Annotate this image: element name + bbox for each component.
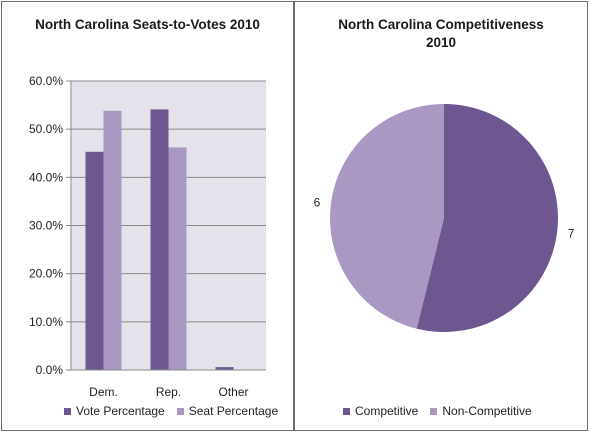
- bar-chart-title: North Carolina Seats-to-Votes 2010: [35, 17, 260, 32]
- bar-vote-rep: [150, 109, 169, 370]
- y-tick-label: 20.0%: [29, 267, 63, 281]
- pie-data-label: 7: [568, 226, 575, 240]
- legend-non-competitive: Non-Competitive: [430, 404, 532, 418]
- legend-label-competitive: Competitive: [355, 404, 419, 418]
- legend-label-non-competitive: Non-Competitive: [442, 404, 532, 418]
- pie-legend: Competitive Non-Competitive: [343, 404, 544, 418]
- legend-swatch-non-competitive: [430, 407, 438, 415]
- bar-chart: 0.0% 10.0% 20.0% 30.0% 40.0% 50.0% 60.0% Dem. Re…: [29, 74, 266, 399]
- legend-competitive: Competitive: [343, 404, 418, 418]
- pie-data-label: 6: [314, 196, 321, 210]
- x-tick-label: Dem.: [89, 385, 118, 399]
- y-tick-label: 50.0%: [29, 122, 63, 136]
- pie-slice-competitive: [416, 104, 558, 332]
- bar-seat-rep: [168, 147, 187, 370]
- bar-vote-dem: [85, 151, 104, 370]
- bar-seat-dem: [103, 110, 122, 370]
- legend-vote-percentage: Vote Percentage: [64, 404, 165, 418]
- legend-seat-percentage: Seat Percentage: [176, 404, 279, 418]
- y-tick-label: 0.0%: [36, 363, 64, 377]
- legend-label-vote: Vote Percentage: [76, 404, 165, 418]
- x-tick-label: Other: [218, 385, 248, 399]
- pie-chart: 76: [314, 104, 575, 332]
- y-tick-label: 30.0%: [29, 219, 63, 233]
- legend-swatch-seat: [176, 407, 184, 415]
- bar-vote-other: [215, 367, 234, 370]
- pie-chart-title-line1: North Carolina Competitiveness: [338, 17, 544, 32]
- bar-legend: Vote Percentage Seat Percentage: [64, 404, 290, 418]
- y-tick-label: 60.0%: [29, 74, 63, 88]
- y-tick-label: 40.0%: [29, 170, 63, 184]
- pie-slice-non-competitive: [329, 104, 444, 329]
- x-tick-label: Rep.: [156, 385, 181, 399]
- legend-swatch-vote: [64, 407, 71, 415]
- pie-chart-title-line2: 2010: [425, 35, 457, 50]
- y-tick-label: 10.0%: [29, 315, 63, 329]
- legend-label-seat: Seat Percentage: [188, 404, 279, 418]
- seats-to-votes-panel: North Carolina Seats-to-Votes 2010 0.0% 1…: [1, 1, 294, 431]
- legend-swatch-competitive: [343, 407, 350, 415]
